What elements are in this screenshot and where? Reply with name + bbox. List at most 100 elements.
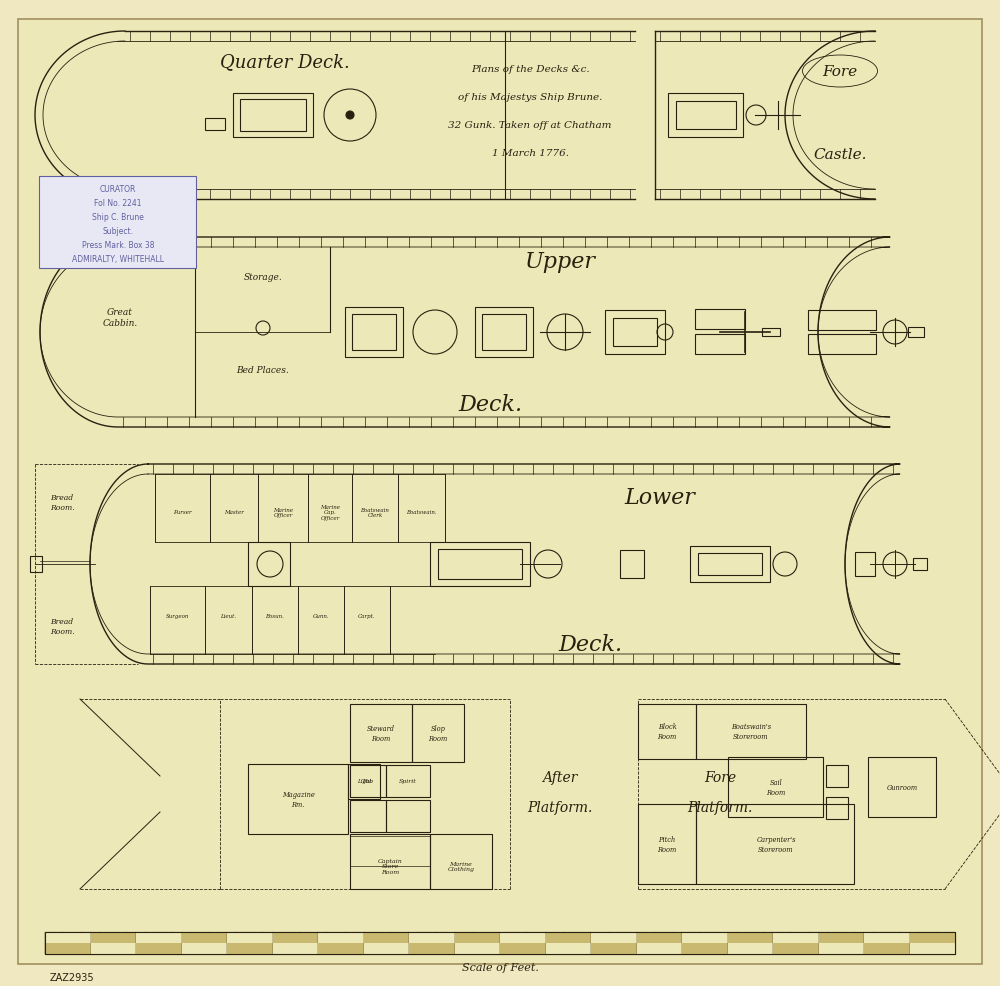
Text: Lower: Lower <box>625 486 695 509</box>
Bar <box>454 943 500 954</box>
Bar <box>908 327 924 337</box>
Bar <box>350 704 412 762</box>
Text: Storage.: Storage. <box>244 273 282 282</box>
Bar <box>910 943 955 954</box>
Text: Subject.: Subject. <box>103 227 134 237</box>
Bar <box>668 94 743 138</box>
Text: Captain
Store
Room: Captain Store Room <box>378 858 402 875</box>
Bar <box>826 765 848 787</box>
Text: Deck.: Deck. <box>458 393 522 415</box>
Text: Sail
Room: Sail Room <box>766 779 786 796</box>
Bar <box>855 552 875 577</box>
Bar <box>348 764 380 800</box>
Bar <box>698 553 762 576</box>
Text: Bosun.: Bosun. <box>266 614 284 619</box>
Bar <box>695 334 745 355</box>
Bar <box>728 943 773 954</box>
Bar <box>613 318 657 347</box>
Bar <box>136 932 182 943</box>
Text: ZAZ2935: ZAZ2935 <box>50 972 95 982</box>
Bar <box>386 801 430 832</box>
Text: Quarter Deck.: Quarter Deck. <box>220 53 350 71</box>
Bar <box>364 932 409 943</box>
Bar <box>868 757 936 817</box>
Bar <box>682 943 728 954</box>
Text: Block
Room: Block Room <box>657 723 677 740</box>
Bar <box>546 943 591 954</box>
Text: Bread
Room.: Bread Room. <box>50 494 74 511</box>
Bar <box>205 119 225 131</box>
Text: Gunn.: Gunn. <box>313 614 329 619</box>
Text: 32 Gunk. Taken off at Chatham: 32 Gunk. Taken off at Chatham <box>448 121 612 130</box>
Text: Magazine
Rm.: Magazine Rm. <box>282 791 314 808</box>
Bar <box>696 704 806 759</box>
Bar <box>818 932 864 943</box>
Bar <box>728 757 823 817</box>
Bar <box>475 308 533 358</box>
Text: Master: Master <box>224 510 244 515</box>
Text: Great
Cabbin.: Great Cabbin. <box>102 308 138 327</box>
Text: Castle.: Castle. <box>813 148 867 162</box>
Text: Platform.: Platform. <box>527 801 593 814</box>
Bar <box>350 834 430 889</box>
Bar <box>695 310 745 329</box>
Text: Marine
Clothing: Marine Clothing <box>448 861 475 872</box>
Bar <box>482 315 526 351</box>
Text: Steward
Room: Steward Room <box>367 725 395 741</box>
Bar <box>272 932 318 943</box>
Text: Bed Places.: Bed Places. <box>237 366 289 375</box>
Bar <box>318 932 364 943</box>
Text: Marine
Cap.
Officer: Marine Cap. Officer <box>320 504 340 521</box>
Bar <box>350 801 386 832</box>
Bar <box>682 932 728 943</box>
Bar <box>500 943 546 954</box>
FancyBboxPatch shape <box>39 176 196 269</box>
Bar <box>409 943 454 954</box>
Bar <box>826 798 848 819</box>
Bar <box>808 334 876 355</box>
Text: Purser: Purser <box>173 510 192 515</box>
Bar <box>762 328 780 336</box>
Text: Gunroom: Gunroom <box>886 783 918 791</box>
Bar <box>818 943 864 954</box>
Text: Bread
Room.: Bread Room. <box>50 618 74 635</box>
Bar <box>182 943 227 954</box>
Bar <box>773 943 818 954</box>
Text: Spirit: Spirit <box>399 779 417 784</box>
Bar <box>637 943 682 954</box>
Bar <box>638 805 696 884</box>
Bar <box>910 932 955 943</box>
Bar <box>638 704 696 759</box>
Bar <box>696 805 854 884</box>
Text: Pitch
Room: Pitch Room <box>657 835 677 853</box>
Bar <box>233 94 313 138</box>
Bar <box>591 932 637 943</box>
Bar <box>591 943 637 954</box>
Bar <box>248 542 290 587</box>
Bar <box>409 932 454 943</box>
FancyBboxPatch shape <box>18 20 982 964</box>
Bar <box>30 556 42 573</box>
Text: Slop
Room: Slop Room <box>428 725 448 741</box>
Bar <box>45 932 955 954</box>
Bar <box>227 932 272 943</box>
Text: Boatswain's
Storeroom: Boatswain's Storeroom <box>731 723 771 740</box>
Bar <box>45 932 955 954</box>
Text: Scale of Feet.: Scale of Feet. <box>462 962 538 972</box>
Bar <box>350 836 430 866</box>
Bar <box>45 932 90 943</box>
Text: ADMIRALTY, WHITEHALL: ADMIRALTY, WHITEHALL <box>72 255 164 264</box>
Text: Press Mark. Box 38: Press Mark. Box 38 <box>82 242 154 250</box>
Bar <box>438 549 522 580</box>
Text: Boatswain
Clerk: Boatswain Clerk <box>361 507 389 518</box>
Bar <box>620 550 644 579</box>
Bar <box>227 943 272 954</box>
Bar <box>272 943 318 954</box>
Bar <box>248 764 348 834</box>
Bar <box>676 102 736 130</box>
Text: CURATOR: CURATOR <box>100 185 136 194</box>
Bar <box>90 932 136 943</box>
Bar <box>345 308 403 358</box>
Bar <box>430 542 530 587</box>
Bar <box>350 765 386 798</box>
